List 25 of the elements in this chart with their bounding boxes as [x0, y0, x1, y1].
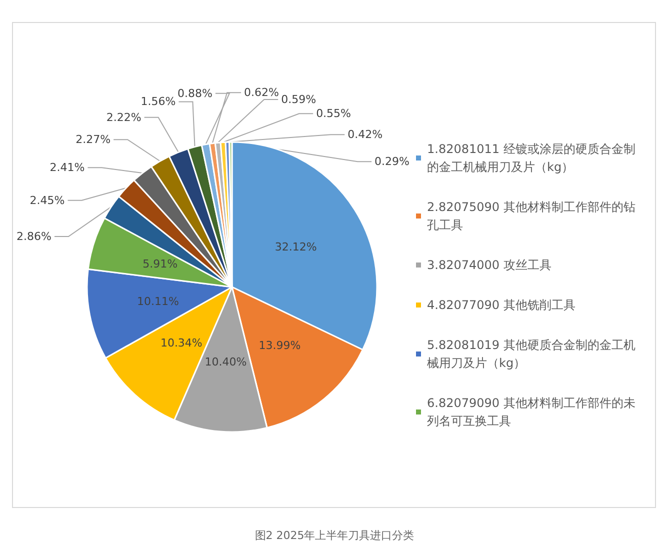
legend-label: 4.82077090 其他铣削工具	[427, 298, 576, 312]
legend-label: 3.82074000 攻丝工具	[427, 258, 552, 272]
data-label: 2.41%	[50, 161, 85, 174]
data-label: 2.22%	[106, 110, 142, 124]
legend-label: 1.82081011 经镀或涂层的硬质合金制的金工机械用刀及片（kg）	[427, 142, 636, 174]
data-label: 10.11%	[136, 295, 179, 308]
data-label: 13.99%	[258, 339, 301, 352]
data-label: 0.42%	[348, 128, 383, 142]
data-label: 0.59%	[281, 92, 316, 106]
data-label: 1.56%	[140, 95, 176, 108]
data-label: 0.55%	[316, 107, 352, 120]
data-label: 0.62%	[244, 86, 280, 100]
data-label: 10.34%	[160, 336, 202, 350]
data-label: 2.45%	[30, 194, 65, 207]
legend-label: 2.82075090 其他材料制工作部件的钻孔工具	[427, 200, 636, 232]
data-label: 10.40%	[204, 356, 247, 369]
data-label: 2.86%	[16, 230, 52, 244]
data-label: 5.91%	[142, 258, 178, 271]
legend-label: 5.82081019 其他硬质合金制的金工机械用刀及片（kg）	[427, 338, 636, 370]
data-label: 2.27%	[76, 133, 111, 146]
data-label: 0.29%	[374, 155, 410, 168]
data-label: 32.12%	[274, 240, 317, 254]
legend-label: 6.82079090 其他材料制工作部件的未列名可互换工具	[427, 396, 636, 428]
text: 图2 2025年上半年刀具进口分类	[254, 529, 414, 542]
data-label: 0.88%	[177, 86, 212, 100]
